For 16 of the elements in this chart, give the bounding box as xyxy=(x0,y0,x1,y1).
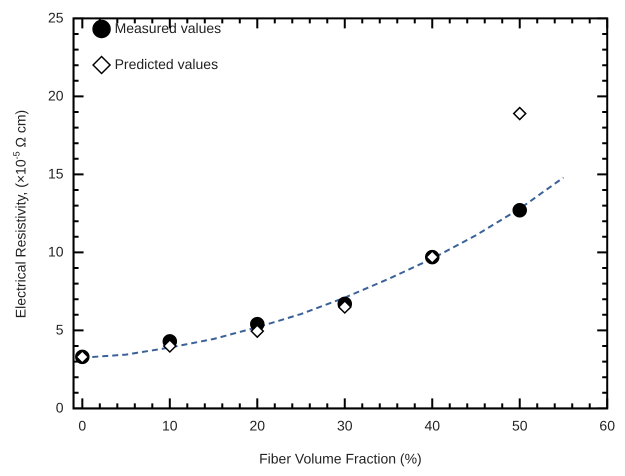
x-tick-label: 40 xyxy=(424,418,440,434)
x-axis-title: Fiber Volume Fraction (%) xyxy=(259,450,422,466)
legend-label: Predicted values xyxy=(114,56,218,72)
y-tick-label: 25 xyxy=(48,9,64,26)
x-tick-label: 60 xyxy=(599,418,616,434)
y-tick-label: 5 xyxy=(56,321,64,338)
legend-label: Measured values xyxy=(114,20,222,36)
x-tick-label: 20 xyxy=(249,418,266,434)
x-tick-label: 10 xyxy=(162,418,178,434)
y-tick-label: 15 xyxy=(48,165,64,182)
x-tick-label: 0 xyxy=(78,418,86,434)
x-tick-label: 50 xyxy=(512,418,528,434)
y-tick-label: 0 xyxy=(56,399,64,416)
y-tick-label: 10 xyxy=(48,243,64,260)
x-tick-label: 30 xyxy=(336,418,353,434)
y-tick-label: 20 xyxy=(48,87,64,104)
